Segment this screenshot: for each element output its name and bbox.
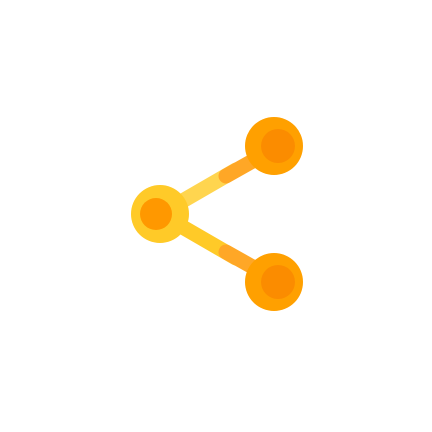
left-node <box>131 185 189 243</box>
bottom-right-node-inner <box>261 265 295 299</box>
bottom-right-node <box>245 253 303 311</box>
top-right-node-inner <box>261 129 295 163</box>
left-node-inner <box>140 198 172 230</box>
top-right-node <box>245 117 303 175</box>
